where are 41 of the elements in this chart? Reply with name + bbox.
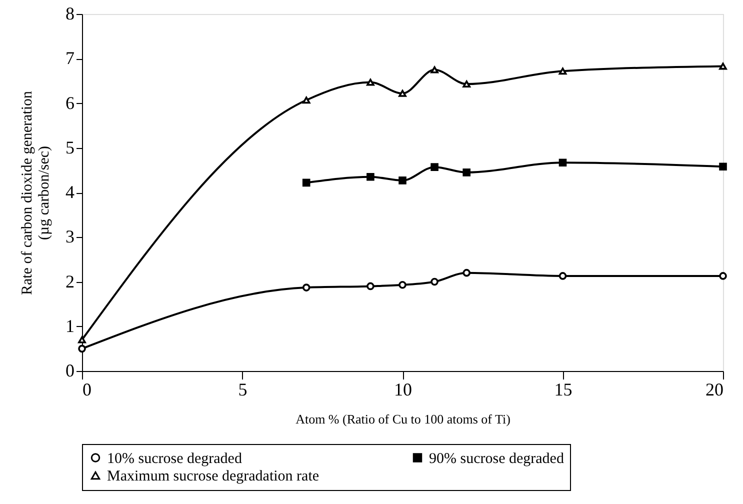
point [366, 282, 374, 290]
point [430, 163, 438, 171]
x-tick-label: 20 [706, 380, 724, 400]
x-tick-label: 0 [82, 380, 92, 400]
y-tick-label: 3 [66, 226, 74, 247]
point [366, 78, 374, 86]
point [462, 268, 470, 277]
y-tick-label: 8 [66, 4, 74, 24]
y-tick-label: 2 [66, 271, 74, 292]
point [302, 96, 310, 104]
y-tick-label: 1 [66, 316, 74, 336]
point [366, 172, 374, 181]
legend-label: Maximum sucrose degradation rate [107, 468, 320, 484]
y-tick-label: 4 [66, 182, 74, 202]
point [398, 90, 406, 97]
y-tick-label: 6 [66, 92, 74, 113]
x-tick-label: 10 [394, 380, 412, 400]
y-tick-label: 5 [66, 137, 74, 158]
y-axis-title: Rate of carbon dioxide generation (µg carbon/sec) [20, 90, 52, 296]
point [302, 178, 310, 187]
point [719, 162, 727, 171]
point [719, 62, 727, 70]
point [558, 158, 567, 166]
x-axis-title: Atom % (Ratio of Cu to 100 atoms of Ti) [296, 412, 510, 426]
x-tick-label: 5 [238, 380, 248, 400]
point [558, 272, 567, 280]
y-tick-label: 0 [66, 360, 74, 380]
point [558, 68, 567, 75]
legend-label: 90% sucrose degraded [429, 450, 564, 467]
point [430, 66, 438, 74]
point [719, 272, 727, 280]
point [398, 280, 406, 289]
point [462, 168, 470, 176]
point [462, 80, 470, 88]
x-tick-label: 15 [554, 380, 572, 400]
legend-label: 10% sucrose degraded [107, 450, 242, 467]
point [398, 176, 406, 184]
y-tick-label: 7 [66, 48, 74, 68]
point [302, 284, 310, 292]
point [78, 344, 86, 353]
point [430, 278, 438, 286]
